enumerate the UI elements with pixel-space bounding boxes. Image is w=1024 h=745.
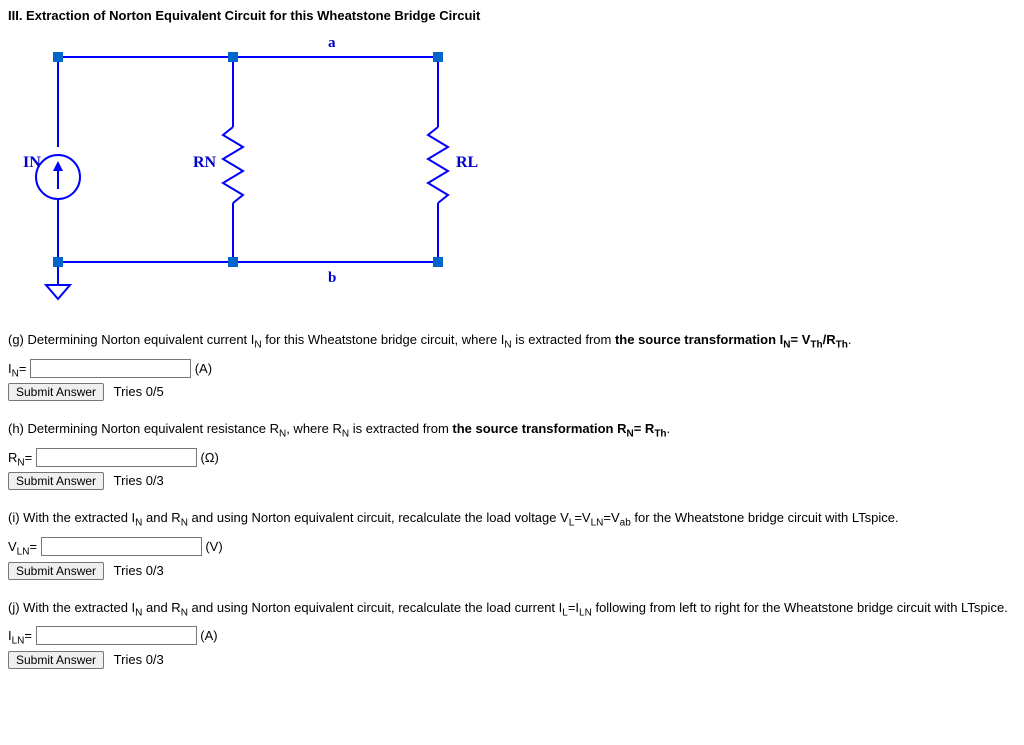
unit-h: (Ω) [200,450,218,465]
submit-button-i[interactable]: Submit Answer [8,562,104,580]
input-iln[interactable] [36,626,197,645]
answer-row-i: VLN= (V) [8,537,1016,558]
input-rn[interactable] [36,448,197,467]
source-label: IN [23,154,41,171]
circuit-diagram: a b IN RN RL [8,27,1016,310]
unit-j: (A) [200,628,217,643]
node-a-label: a [328,35,336,51]
tries-i: Tries 0/3 [114,563,164,578]
node-b-label: b [328,270,336,286]
question-j: (j) With the extracted IN and RN and usi… [8,598,1016,621]
section-title: III. Extraction of Norton Equivalent Cir… [8,8,1016,23]
question-h: (h) Determining Norton equivalent resist… [8,419,1016,442]
answer-row-h: RN= (Ω) [8,448,1016,469]
tries-h: Tries 0/3 [114,473,164,488]
answer-row-j: ILN= (A) [8,626,1016,647]
submit-button-g[interactable]: Submit Answer [8,383,104,401]
answer-row-g: IN= (A) [8,359,1016,380]
unit-g: (A) [195,361,212,376]
input-in[interactable] [30,359,191,378]
submit-button-h[interactable]: Submit Answer [8,472,104,490]
rn-label: RN [193,154,217,171]
input-vln[interactable] [41,537,202,556]
question-g: (g) Determining Norton equivalent curren… [8,330,1016,353]
submit-button-j[interactable]: Submit Answer [8,651,104,669]
unit-i: (V) [205,539,222,554]
question-i: (i) With the extracted IN and RN and usi… [8,508,1016,531]
tries-j: Tries 0/3 [114,652,164,667]
tries-g: Tries 0/5 [114,384,164,399]
rl-label: RL [456,154,478,171]
